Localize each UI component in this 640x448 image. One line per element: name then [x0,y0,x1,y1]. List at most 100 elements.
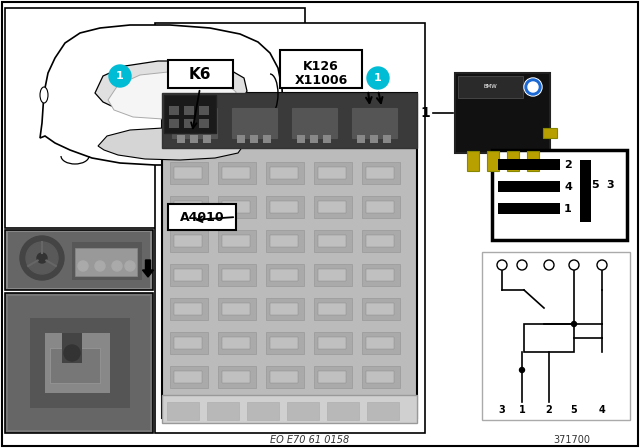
Bar [167,402,199,420]
Bar [199,119,209,128]
Bar [366,167,394,179]
Bar [383,135,391,143]
Bar [362,264,400,286]
Bar [318,167,346,179]
Bar [270,167,298,179]
Bar [155,23,425,433]
Bar [266,230,304,252]
Text: 1: 1 [420,106,430,120]
Bar [467,151,479,171]
Bar [310,135,318,143]
Bar [170,196,208,218]
Circle shape [525,79,541,95]
Bar [218,264,256,286]
Bar [8,296,150,430]
Bar [170,366,208,388]
Circle shape [520,367,525,372]
Bar [266,332,304,354]
Bar [168,204,236,230]
Circle shape [517,260,527,270]
Bar [318,303,346,315]
Text: 3: 3 [606,180,614,190]
Bar [318,371,346,383]
Bar [314,298,352,320]
Bar [362,230,400,252]
Bar [366,201,394,213]
Text: K126: K126 [303,60,339,73]
Bar [318,201,346,213]
Bar [270,269,298,281]
Bar [280,50,362,88]
Bar [174,167,202,179]
Bar [203,135,211,143]
Bar [367,402,399,420]
Bar [327,402,359,420]
Bar [237,135,245,143]
Circle shape [597,260,607,270]
Bar [207,402,239,420]
Bar [314,230,352,252]
Bar [8,232,150,288]
Text: 1: 1 [116,71,124,81]
Bar [170,230,208,252]
Text: 4: 4 [598,405,605,415]
Bar [174,303,202,315]
Circle shape [109,65,131,87]
Bar [270,201,298,213]
Bar [170,264,208,286]
Bar [487,151,499,171]
Bar [222,235,250,247]
Bar [370,135,378,143]
Bar [362,298,400,320]
Bar [62,333,82,363]
Text: 1: 1 [374,73,382,83]
Text: 1: 1 [564,203,572,214]
Bar [323,135,331,143]
Bar [247,402,279,420]
Polygon shape [108,72,236,119]
Text: 3: 3 [499,405,506,415]
Circle shape [524,78,542,96]
Bar [5,8,305,228]
Bar [30,318,130,408]
Bar [498,203,560,214]
Bar [366,303,394,315]
Polygon shape [95,61,247,114]
Circle shape [95,261,105,271]
Text: 2: 2 [564,159,572,169]
Bar [263,135,271,143]
Ellipse shape [40,87,48,103]
Bar [527,151,539,171]
Circle shape [572,322,577,327]
Text: 5: 5 [591,180,599,190]
Text: 1: 1 [518,405,525,415]
Bar [314,196,352,218]
Bar [222,337,250,349]
Bar [218,162,256,184]
Circle shape [569,260,579,270]
Bar [314,264,352,286]
Bar [357,135,365,143]
Text: 4: 4 [564,181,572,191]
Bar [5,293,153,433]
Bar [492,150,627,240]
Bar [218,332,256,354]
Bar [232,108,277,138]
Bar [366,235,394,247]
Bar [543,128,557,138]
Bar [184,119,194,128]
Bar [172,108,217,138]
Bar [164,95,216,133]
Bar [170,298,208,320]
Bar [362,196,400,218]
Bar [5,230,153,290]
Circle shape [367,67,389,89]
Bar [218,230,256,252]
Text: K6: K6 [189,66,211,82]
Bar [75,248,137,276]
Bar [366,337,394,349]
Bar [174,371,202,383]
Text: 2: 2 [546,405,552,415]
Bar [174,201,202,213]
Text: EO E70 61 0158: EO E70 61 0158 [270,435,349,445]
